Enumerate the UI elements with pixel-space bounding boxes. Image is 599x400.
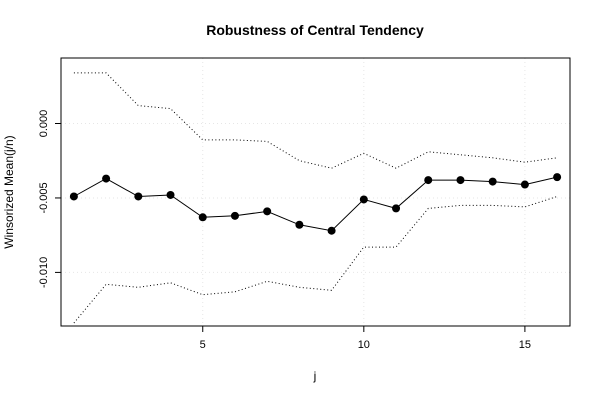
x-tick-label: 10 <box>358 339 370 351</box>
upper-band-line <box>73 72 558 169</box>
grid <box>61 58 570 326</box>
mean-point <box>102 174 111 183</box>
y-tick-label: -0.010 <box>38 257 50 288</box>
chart-title: Robustness of Central Tendency <box>206 22 424 38</box>
mean-point <box>488 177 497 186</box>
mean-point <box>230 211 239 220</box>
x-tick-label: 15 <box>519 339 531 351</box>
mean-point <box>520 180 529 189</box>
mean-point <box>392 204 401 213</box>
x-tick-label: 5 <box>200 339 206 351</box>
mean-point <box>295 220 304 229</box>
mean-point <box>359 195 368 204</box>
plot-frame <box>60 57 571 327</box>
axis-ticks: 5 10 15 0.000 -0.005 -0.010 <box>38 110 531 351</box>
mean-point <box>424 176 433 185</box>
y-tick-label: 0.000 <box>38 110 50 138</box>
y-axis-label: Winsorized Mean(j/n) <box>2 135 16 248</box>
mean-point <box>263 207 272 216</box>
mean-point <box>198 213 207 222</box>
mean-point <box>69 192 78 201</box>
mean-point <box>456 176 465 185</box>
y-tick-label: -0.005 <box>38 182 50 213</box>
lower-band-line <box>73 196 558 324</box>
mean-point <box>134 192 143 201</box>
mean-point <box>166 190 175 199</box>
x-axis-label: j <box>313 369 317 383</box>
series-group <box>69 72 562 324</box>
mean-line <box>73 176 558 232</box>
mean-point <box>553 173 562 182</box>
mean-point <box>327 226 336 235</box>
